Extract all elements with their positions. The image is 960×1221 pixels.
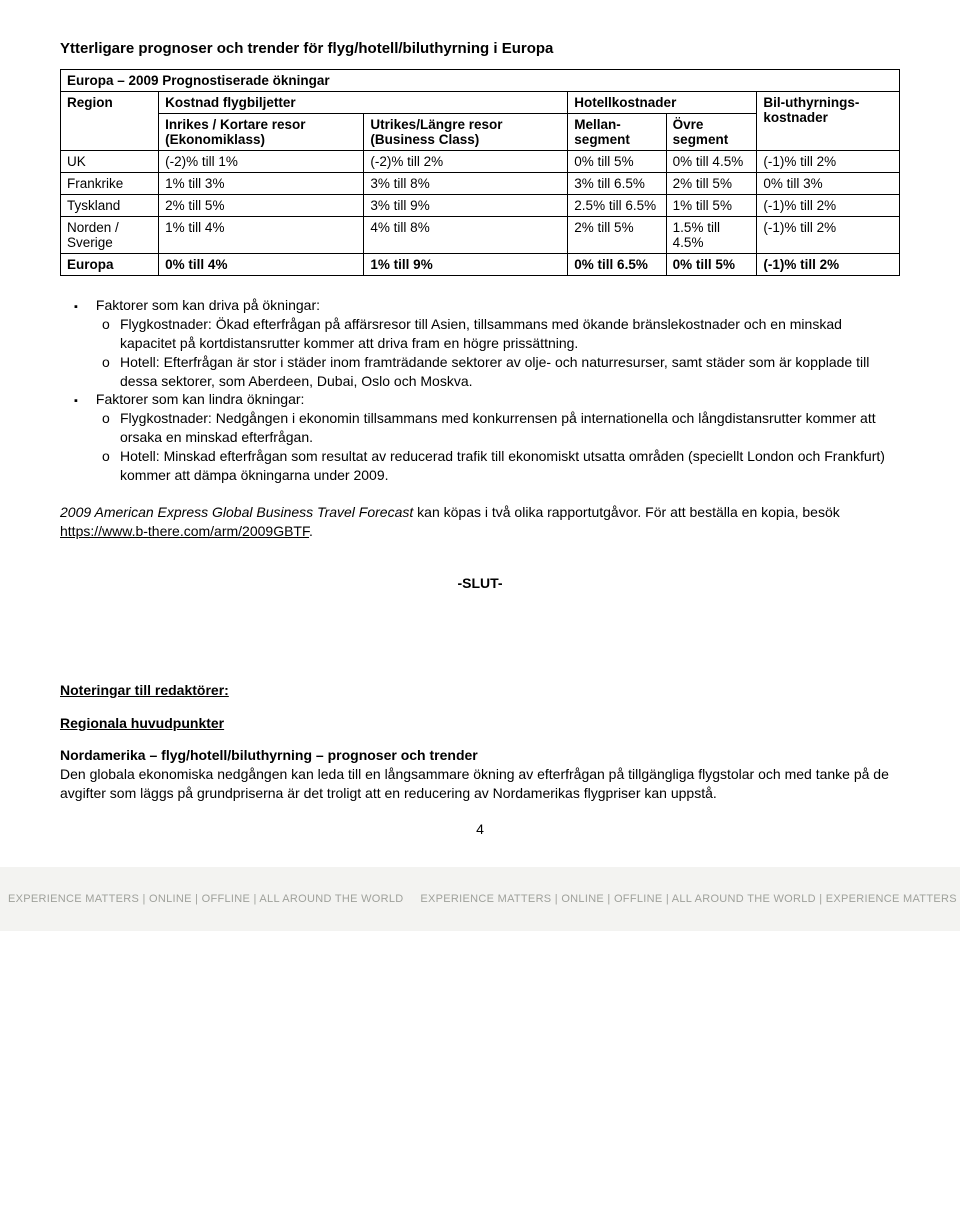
- table-cell: 2% till 5%: [666, 173, 757, 195]
- list-item: Flygkostnader: Nedgången i ekonomin till…: [120, 409, 900, 447]
- footer-text-strip: EXPERIENCE MATTERS | ONLINE | OFFLINE | …: [0, 893, 957, 905]
- bullet-mitigators: Faktorer som kan lindra ökningar: Flygko…: [92, 390, 900, 484]
- bullet-mitigators-title: Faktorer som kan lindra ökningar:: [96, 391, 305, 407]
- table-cell: 0% till 6.5%: [568, 254, 666, 276]
- report-name-italic: 2009 American Express Global Business Tr…: [60, 504, 413, 520]
- col-hotel: Hotellkostnader: [568, 92, 757, 114]
- forecast-table: Europa – 2009 Prognostiserade ökningar R…: [60, 69, 900, 276]
- table-cell: (-1)% till 2%: [757, 217, 900, 254]
- report-end: .: [309, 523, 313, 539]
- table-cell: 3% till 6.5%: [568, 173, 666, 195]
- table-row: Norden / Sverige1% till 4%4% till 8%2% t…: [61, 217, 900, 254]
- table-cell: UK: [61, 151, 159, 173]
- table-cell: 1% till 9%: [364, 254, 568, 276]
- na-paragraph: Den globala ekonomiska nedgången kan led…: [60, 766, 889, 801]
- page-footer: EXPERIENCE MATTERS | ONLINE | OFFLINE | …: [0, 867, 960, 931]
- table-cell: Tyskland: [61, 195, 159, 217]
- table-cell: 0% till 3%: [757, 173, 900, 195]
- table-cell: (-2)% till 1%: [159, 151, 364, 173]
- table-title: Europa – 2009 Prognostiserade ökningar: [61, 70, 900, 92]
- bullet-drivers: Faktorer som kan driva på ökningar: Flyg…: [92, 296, 900, 390]
- table-row: Frankrike1% till 3%3% till 8%3% till 6.5…: [61, 173, 900, 195]
- list-item: Hotell: Minskad efterfrågan som resultat…: [120, 447, 900, 485]
- na-section: Nordamerika – flyg/hotell/biluthyrning –…: [60, 746, 900, 803]
- editors-heading: Noteringar till redaktörer:: [60, 681, 900, 700]
- sub-international: Utrikes/Längre resor (Business Class): [364, 114, 568, 151]
- col-car: Bil-uthyrnings-kostnader: [757, 92, 900, 151]
- page-number: 4: [60, 821, 900, 837]
- table-row: Europa0% till 4%1% till 9%0% till 6.5%0%…: [61, 254, 900, 276]
- table-cell: 1% till 5%: [666, 195, 757, 217]
- regional-heading: Regionala huvudpunkter: [60, 714, 900, 733]
- table-cell: Europa: [61, 254, 159, 276]
- sub-upper: Övre segment: [666, 114, 757, 151]
- table-cell: 1.5% till 4.5%: [666, 217, 757, 254]
- page-content: Ytterligare prognoser och trender för fl…: [0, 0, 960, 857]
- table-cell: 3% till 8%: [364, 173, 568, 195]
- table-cell: (-1)% till 2%: [757, 151, 900, 173]
- col-region: Region: [61, 92, 159, 151]
- report-link[interactable]: https://www.b-there.com/arm/2009GBTF: [60, 523, 309, 539]
- list-item: Flygkostnader: Ökad efterfrågan på affär…: [120, 315, 900, 353]
- col-flight: Kostnad flygbiljetter: [159, 92, 568, 114]
- table-cell: 2% till 5%: [568, 217, 666, 254]
- bullet-drivers-title: Faktorer som kan driva på ökningar:: [96, 297, 320, 313]
- report-paragraph: 2009 American Express Global Business Tr…: [60, 503, 900, 541]
- table-cell: 1% till 3%: [159, 173, 364, 195]
- table-cell: 0% till 5%: [568, 151, 666, 173]
- table-row: UK(-2)% till 1%(-2)% till 2%0% till 5%0%…: [61, 151, 900, 173]
- table-cell: 0% till 4%: [159, 254, 364, 276]
- table-cell: (-1)% till 2%: [757, 195, 900, 217]
- table-cell: 1% till 4%: [159, 217, 364, 254]
- table-cell: (-2)% till 2%: [364, 151, 568, 173]
- table-cell: 3% till 9%: [364, 195, 568, 217]
- end-marker: -SLUT-: [60, 575, 900, 591]
- report-text: kan köpas i två olika rapportutgåvor. Fö…: [413, 504, 839, 520]
- na-heading: Nordamerika – flyg/hotell/biluthyrning –…: [60, 747, 478, 763]
- sub-domestic: Inrikes / Kortare resor (Ekonomiklass): [159, 114, 364, 151]
- table-cell: 2% till 5%: [159, 195, 364, 217]
- table-cell: 2.5% till 6.5%: [568, 195, 666, 217]
- table-cell: 4% till 8%: [364, 217, 568, 254]
- table-cell: Frankrike: [61, 173, 159, 195]
- bullet-section: Faktorer som kan driva på ökningar: Flyg…: [60, 296, 900, 485]
- sub-mid: Mellan-segment: [568, 114, 666, 151]
- table-cell: 0% till 5%: [666, 254, 757, 276]
- table-cell: 0% till 4.5%: [666, 151, 757, 173]
- table-cell: Norden / Sverige: [61, 217, 159, 254]
- list-item: Hotell: Efterfrågan är stor i städer ino…: [120, 353, 900, 391]
- table-cell: (-1)% till 2%: [757, 254, 900, 276]
- table-row: Tyskland2% till 5%3% till 9%2.5% till 6.…: [61, 195, 900, 217]
- main-heading: Ytterligare prognoser och trender för fl…: [60, 40, 900, 57]
